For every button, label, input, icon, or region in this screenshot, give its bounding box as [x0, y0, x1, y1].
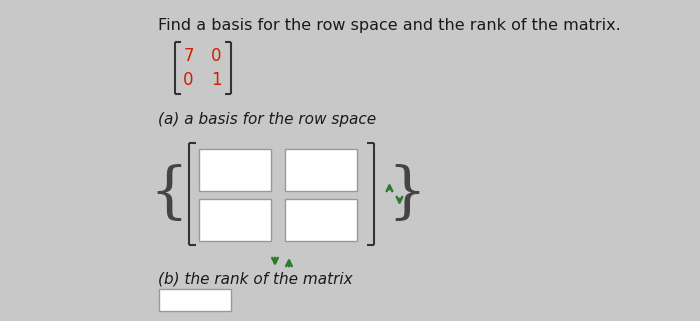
FancyBboxPatch shape: [284, 149, 356, 191]
Text: }: }: [387, 164, 426, 224]
FancyBboxPatch shape: [158, 289, 230, 311]
Text: (a) a basis for the row space: (a) a basis for the row space: [158, 112, 377, 127]
Text: 0: 0: [183, 71, 194, 89]
FancyBboxPatch shape: [199, 149, 270, 191]
Text: {: {: [149, 164, 188, 224]
Text: (b) the rank of the matrix: (b) the rank of the matrix: [158, 272, 353, 287]
Text: 0: 0: [211, 47, 222, 65]
Text: Find a basis for the row space and the rank of the matrix.: Find a basis for the row space and the r…: [158, 18, 622, 33]
FancyBboxPatch shape: [284, 199, 356, 241]
FancyBboxPatch shape: [199, 199, 270, 241]
Text: 1: 1: [211, 71, 222, 89]
Text: 7: 7: [183, 47, 194, 65]
